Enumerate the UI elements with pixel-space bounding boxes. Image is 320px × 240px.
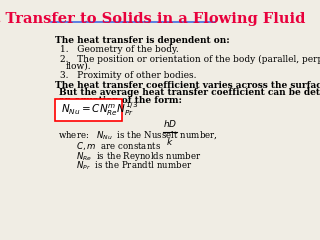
- Text: Heat Transfer to Solids in a Flowing Fluid: Heat Transfer to Solids in a Flowing Flu…: [0, 12, 305, 26]
- Text: 3.   Proximity of other bodies.: 3. Proximity of other bodies.: [60, 71, 196, 80]
- Text: $N_{Nu} = CN_{Re}^{m}N_{Pr}^{1/3}$: $N_{Nu} = CN_{Re}^{m}N_{Pr}^{1/3}$: [61, 101, 139, 118]
- Text: 1.   Geometry of the body.: 1. Geometry of the body.: [60, 45, 178, 54]
- Text: $hD$: $hD$: [163, 118, 177, 129]
- Text: $k$: $k$: [166, 136, 174, 147]
- Text: $N_{Pr}$  is the Prandtl number: $N_{Pr}$ is the Prandtl number: [76, 159, 193, 172]
- Text: flow).: flow).: [66, 62, 91, 71]
- Text: But the average heat transfer coefficient can be determined from: But the average heat transfer coefficien…: [59, 89, 320, 97]
- Text: where:   $N_{Nu}$  is the Nusselt number,: where: $N_{Nu}$ is the Nusselt number,: [58, 129, 218, 141]
- Text: The heat transfer is dependent on:: The heat transfer is dependent on:: [55, 36, 229, 45]
- Text: an equation of the form:: an equation of the form:: [59, 96, 182, 105]
- Text: The heat transfer coefficient varies across the surface of the object.: The heat transfer coefficient varies acr…: [55, 81, 320, 90]
- Text: $N_{Re}$  is the Reynolds number: $N_{Re}$ is the Reynolds number: [76, 150, 202, 163]
- Text: $C, m$  are constants: $C, m$ are constants: [76, 140, 161, 152]
- Text: 2.   The position or orientation of the body (parallel, perpendicular to: 2. The position or orientation of the bo…: [60, 55, 320, 64]
- FancyBboxPatch shape: [55, 99, 122, 121]
